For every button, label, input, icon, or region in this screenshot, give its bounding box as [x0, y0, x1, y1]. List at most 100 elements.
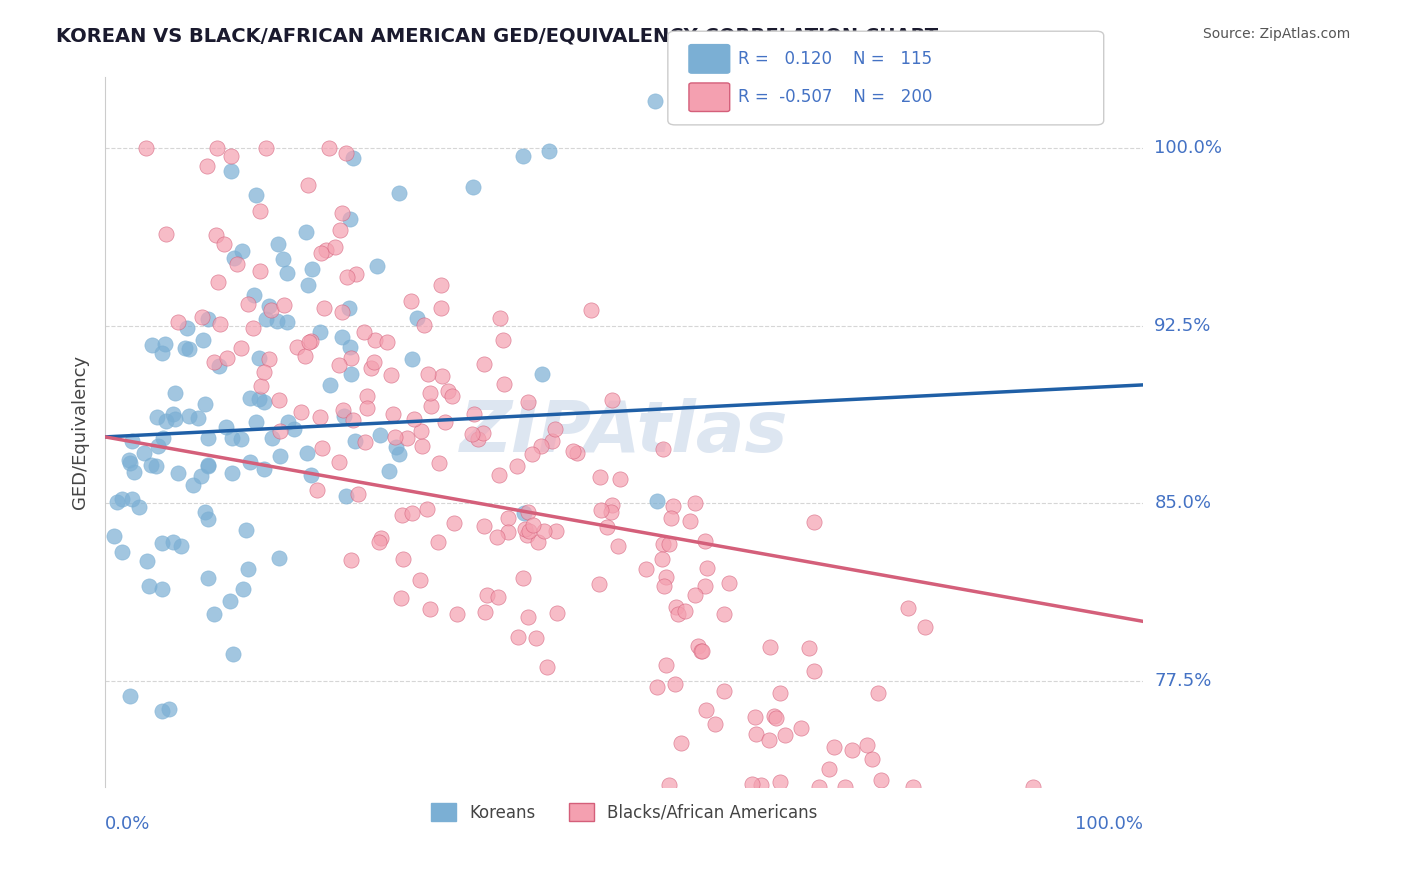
Point [538, 144, 561, 158]
Point [191, 310, 214, 324]
Point [330, 206, 353, 220]
Point [336, 269, 359, 284]
Point [330, 305, 353, 319]
Point [741, 777, 763, 791]
Point [389, 591, 412, 605]
Point [600, 392, 623, 407]
Point [197, 511, 219, 525]
Point [517, 524, 540, 539]
Point [260, 303, 283, 318]
Point [634, 562, 657, 576]
Point [194, 397, 217, 411]
Point [797, 640, 820, 655]
Point [339, 367, 361, 381]
Point [339, 211, 361, 226]
Point [195, 159, 218, 173]
Point [253, 365, 276, 379]
Point [411, 439, 433, 453]
Point [283, 422, 305, 436]
Point [914, 620, 936, 634]
Point [243, 288, 266, 302]
Point [696, 561, 718, 575]
Point [208, 359, 231, 374]
Point [409, 573, 432, 587]
Point [245, 415, 267, 429]
Point [344, 267, 367, 281]
Point [215, 419, 238, 434]
Point [197, 312, 219, 326]
Point [269, 449, 291, 463]
Point [103, 528, 125, 542]
Point [436, 384, 458, 398]
Point [290, 405, 312, 419]
Point [600, 499, 623, 513]
Point [134, 445, 156, 459]
Point [329, 223, 352, 237]
Point [235, 524, 257, 538]
Point [105, 494, 128, 508]
Point [1022, 780, 1045, 794]
Point [443, 516, 465, 531]
Point [474, 605, 496, 619]
Point [562, 443, 585, 458]
Point [271, 252, 294, 266]
Point [486, 530, 509, 544]
Point [773, 728, 796, 742]
Point [363, 354, 385, 368]
Point [695, 579, 717, 593]
Point [194, 505, 217, 519]
Point [231, 432, 253, 446]
Point [420, 399, 443, 413]
Point [141, 338, 163, 352]
Point [870, 772, 893, 787]
Point [391, 508, 413, 522]
Point [669, 736, 692, 750]
Point [366, 260, 388, 274]
Point [395, 431, 418, 445]
Point [430, 277, 453, 292]
Point [111, 545, 134, 559]
Point [541, 434, 564, 448]
Point [305, 483, 328, 497]
Point [765, 711, 787, 725]
Point [311, 442, 333, 456]
Point [219, 149, 242, 163]
Point [356, 389, 378, 403]
Point [377, 464, 399, 478]
Point [197, 458, 219, 473]
Point [659, 511, 682, 525]
Point [146, 409, 169, 424]
Point [567, 446, 589, 460]
Text: R =   0.120    N =   115: R = 0.120 N = 115 [738, 50, 932, 68]
Point [163, 412, 186, 426]
Point [276, 315, 298, 329]
Point [121, 492, 143, 507]
Point [472, 357, 495, 371]
Point [221, 431, 243, 445]
Point [236, 297, 259, 311]
Point [818, 763, 841, 777]
Point [388, 447, 411, 461]
Point [242, 321, 264, 335]
Point [128, 500, 150, 514]
Point [419, 386, 441, 401]
Point [489, 310, 512, 325]
Point [260, 432, 283, 446]
Point [471, 426, 494, 441]
Point [332, 403, 354, 417]
Point [382, 407, 405, 421]
Point [312, 301, 335, 315]
Text: KOREAN VS BLACK/AFRICAN AMERICAN GED/EQUIVALENCY CORRELATION CHART: KOREAN VS BLACK/AFRICAN AMERICAN GED/EQU… [56, 27, 938, 45]
Point [695, 534, 717, 549]
Point [522, 447, 544, 461]
Point [208, 317, 231, 331]
Point [769, 686, 792, 700]
Point [254, 141, 277, 155]
Point [384, 430, 406, 444]
Point [323, 240, 346, 254]
Point [803, 516, 825, 530]
Point [170, 540, 193, 554]
Point [834, 780, 856, 794]
Point [512, 149, 534, 163]
Point [651, 442, 673, 457]
